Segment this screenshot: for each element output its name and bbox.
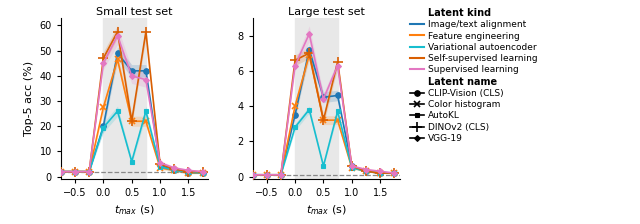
Bar xyxy=(103,18,146,179)
Title: Small test set: Small test set xyxy=(96,7,173,17)
Bar xyxy=(295,18,338,179)
X-axis label: $t_{max}$ (s): $t_{max}$ (s) xyxy=(114,204,155,217)
Y-axis label: Top-5 acc (%): Top-5 acc (%) xyxy=(24,61,34,136)
Legend: Latent kind, Image/text alignment, Feature engineering, Variational autoencoder,: Latent kind, Image/text alignment, Featu… xyxy=(406,4,541,146)
X-axis label: $t_{max}$ (s): $t_{max}$ (s) xyxy=(306,204,347,217)
Title: Large test set: Large test set xyxy=(288,7,365,17)
